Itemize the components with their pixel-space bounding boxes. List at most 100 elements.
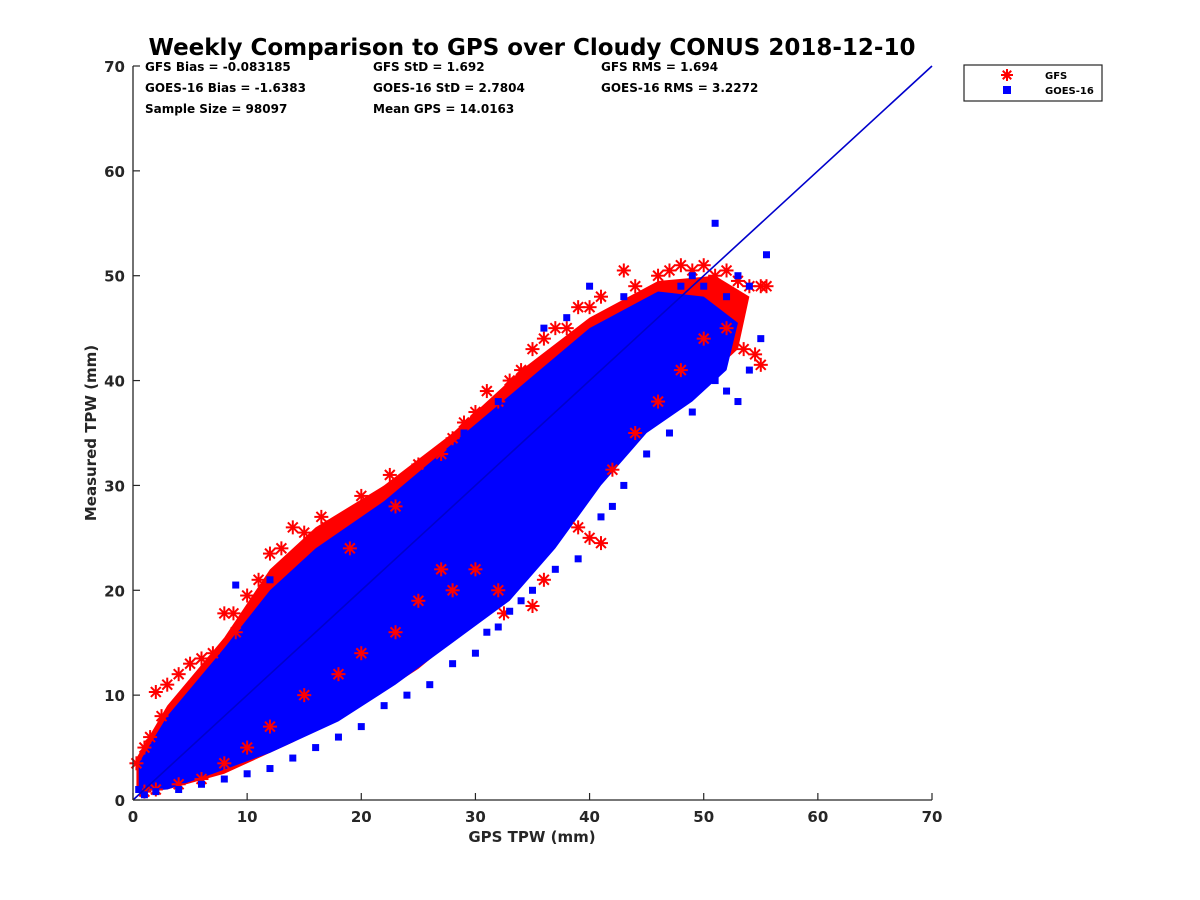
goes16-point: [277, 639, 285, 647]
goes16-point: [551, 565, 559, 573]
goes16-point: [197, 780, 205, 788]
y-axis-label: Measured TPW (mm): [82, 345, 100, 521]
goes16-point: [529, 408, 536, 416]
x-axis-label: GPS TPW (mm): [468, 828, 595, 846]
goes16-point: [334, 733, 342, 741]
gfs-point: [514, 363, 529, 378]
stat-sample-size: Sample Size = 98097: [145, 102, 287, 116]
goes16-point: [449, 481, 457, 489]
gfs-point: [605, 462, 620, 477]
goes16-point: [688, 408, 696, 416]
gfs-point: [582, 530, 597, 545]
gfs-point: [297, 525, 312, 540]
y-tick-label: 40: [104, 373, 125, 391]
gfs-point: [748, 347, 763, 362]
gfs-point: [628, 279, 643, 294]
goes16-point: [494, 623, 502, 631]
goes16-point: [323, 555, 331, 563]
stat-mean-gps: Mean GPS = 14.0163: [373, 102, 514, 116]
gfs-point: [143, 730, 158, 745]
goes16-point: [152, 765, 160, 773]
gfs-point: [673, 363, 688, 378]
goes16-point: [357, 723, 365, 731]
gfs-point: [708, 268, 723, 283]
gfs-point: [194, 651, 209, 666]
x-tick-label: 50: [693, 808, 714, 826]
gfs-point: [354, 646, 369, 661]
gfs-point: [297, 688, 312, 703]
stats-annotations: GFS Bias = -0.083185 GFS StD = 1.692 GFS…: [145, 60, 758, 116]
y-tick-label: 60: [104, 163, 125, 181]
goes16-point: [426, 681, 434, 689]
gfs-point: [274, 541, 289, 556]
gfs-point: [536, 572, 551, 587]
stat-goes-std: GOES-16 StD = 2.7804: [373, 81, 525, 95]
goes16-point: [140, 791, 148, 799]
goes16-point: [757, 335, 765, 343]
gfs-point: [154, 709, 169, 724]
goes16-point: [289, 754, 297, 762]
gfs-point: [536, 331, 551, 346]
gfs-point: [382, 467, 397, 482]
goes16-point: [597, 513, 605, 521]
gfs-point: [651, 268, 666, 283]
goes16-point: [209, 712, 217, 720]
axes: 0 10 20 30 40 50 60 70 0 10 20 30 40 50 60 70: [104, 58, 942, 826]
gfs-point: [445, 583, 460, 598]
gfs-point: [217, 756, 232, 771]
gfs-point: [582, 300, 597, 315]
stat-goes-rms: GOES-16 RMS = 3.2272: [601, 81, 758, 95]
goes16-point: [529, 586, 536, 594]
goes16-point: [563, 314, 571, 322]
goes16-point: [494, 398, 502, 406]
goes16-point: [574, 366, 582, 374]
gfs-point: [736, 342, 751, 357]
goes16-point: [711, 377, 719, 385]
goes16-point: [140, 775, 148, 783]
goes16-point: [289, 628, 297, 636]
goes16-point: [745, 282, 753, 290]
y-tick-label: 30: [104, 477, 125, 495]
gfs-point: [753, 357, 768, 372]
x-tick-label: 20: [351, 808, 372, 826]
goes16-point: [540, 324, 548, 332]
goes16-point: [643, 450, 651, 458]
gfs-point: [228, 625, 243, 640]
goes16-point: [220, 702, 228, 710]
gfs-point: [719, 263, 734, 278]
goes16-point: [300, 618, 308, 626]
goes16-point: [243, 770, 251, 778]
one-to-one-line: [132, 65, 933, 801]
gfs-point: [183, 656, 198, 671]
gfs-point: [411, 593, 426, 608]
goes16-point: [631, 314, 639, 322]
goes16-cloud-fill: [138, 291, 738, 792]
goes16-point: [762, 251, 770, 259]
gfs-point: [388, 499, 403, 514]
goes16-point: [483, 450, 491, 458]
goes16-point: [745, 366, 753, 374]
goes16-point: [437, 471, 445, 479]
goes16-point: [734, 272, 742, 280]
goes16-point: [312, 744, 320, 752]
goes16-point: [414, 513, 422, 521]
gfs-point: [525, 342, 540, 357]
goes16-point: [186, 733, 194, 741]
gfs-point: [262, 546, 277, 561]
goes16-point: [665, 429, 673, 437]
gfs-point: [479, 384, 494, 399]
x-tick-label: 40: [579, 808, 600, 826]
goes16-point: [334, 586, 342, 594]
goes16-point: [517, 419, 525, 427]
goes16-point: [620, 481, 628, 489]
gfs-point: [148, 684, 163, 699]
gfs-point: [251, 572, 266, 587]
x-ticks: 0 10 20 30 40 50 60 70: [128, 793, 942, 826]
legend-goes16-square-icon: [1003, 86, 1011, 94]
gfs-point: [457, 415, 472, 430]
gfs-point: [445, 431, 460, 446]
goes16-point: [471, 460, 479, 468]
gfs-point: [502, 373, 517, 388]
goes16-point: [608, 335, 616, 343]
